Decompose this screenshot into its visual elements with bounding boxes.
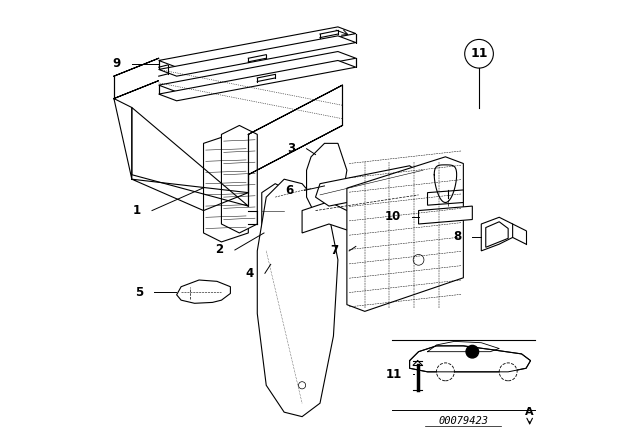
Polygon shape — [410, 346, 531, 372]
Text: 5: 5 — [135, 285, 143, 299]
Text: 7: 7 — [330, 244, 338, 258]
Circle shape — [466, 345, 479, 358]
Text: 11: 11 — [470, 47, 488, 60]
Polygon shape — [159, 27, 356, 67]
Polygon shape — [221, 125, 257, 233]
Polygon shape — [347, 157, 463, 311]
Text: 8: 8 — [453, 230, 461, 243]
Text: 4: 4 — [246, 267, 253, 280]
Polygon shape — [302, 202, 356, 233]
Text: 11: 11 — [386, 367, 403, 381]
Text: 9: 9 — [113, 57, 120, 70]
Polygon shape — [316, 166, 423, 206]
Text: 3: 3 — [287, 142, 296, 155]
Polygon shape — [428, 190, 463, 205]
Circle shape — [499, 363, 517, 381]
Polygon shape — [262, 184, 284, 251]
Polygon shape — [481, 217, 513, 251]
Polygon shape — [159, 60, 356, 101]
Text: A: A — [525, 407, 534, 417]
Text: 6: 6 — [285, 184, 293, 197]
Polygon shape — [159, 36, 356, 76]
Text: 2: 2 — [216, 243, 223, 257]
Polygon shape — [486, 222, 508, 247]
Polygon shape — [204, 134, 248, 242]
Polygon shape — [159, 52, 356, 92]
Text: 00079423: 00079423 — [438, 416, 488, 426]
Circle shape — [436, 363, 454, 381]
Polygon shape — [257, 179, 338, 417]
Polygon shape — [177, 280, 230, 303]
Text: 1: 1 — [132, 204, 141, 217]
Text: 10: 10 — [385, 210, 401, 224]
Polygon shape — [307, 143, 347, 215]
Polygon shape — [419, 206, 472, 224]
